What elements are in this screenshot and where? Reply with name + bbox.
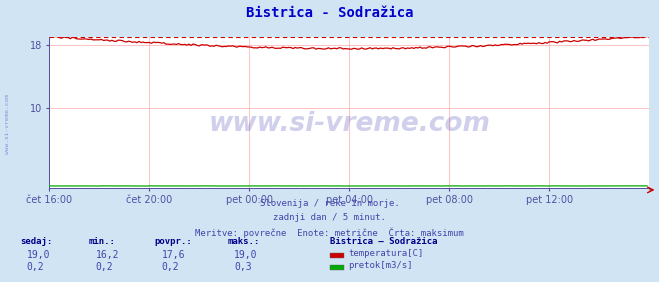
Text: min.:: min.:: [89, 237, 116, 246]
Text: 19,0: 19,0: [26, 250, 50, 260]
Text: www.si-vreme.com: www.si-vreme.com: [5, 94, 11, 154]
Text: 0,2: 0,2: [26, 262, 44, 272]
Text: Slovenija / reke in morje.: Slovenija / reke in morje.: [260, 199, 399, 208]
Text: povpr.:: povpr.:: [155, 237, 192, 246]
Text: www.si-vreme.com: www.si-vreme.com: [208, 111, 490, 137]
Text: sedaj:: sedaj:: [20, 237, 52, 246]
Text: pretok[m3/s]: pretok[m3/s]: [348, 261, 413, 270]
Text: 0,2: 0,2: [161, 262, 179, 272]
Text: Meritve: povrečne  Enote: metrične  Črta: maksimum: Meritve: povrečne Enote: metrične Črta: …: [195, 227, 464, 237]
Text: Bistrica - Sodražica: Bistrica - Sodražica: [246, 6, 413, 20]
Text: zadnji dan / 5 minut.: zadnji dan / 5 minut.: [273, 213, 386, 222]
Text: 0,3: 0,3: [234, 262, 252, 272]
Text: Bistrica – Sodražica: Bistrica – Sodražica: [330, 237, 437, 246]
Text: 16,2: 16,2: [96, 250, 119, 260]
Text: maks.:: maks.:: [227, 237, 260, 246]
Text: 19,0: 19,0: [234, 250, 258, 260]
Text: temperatura[C]: temperatura[C]: [348, 249, 423, 258]
Text: 17,6: 17,6: [161, 250, 185, 260]
Text: 0,2: 0,2: [96, 262, 113, 272]
